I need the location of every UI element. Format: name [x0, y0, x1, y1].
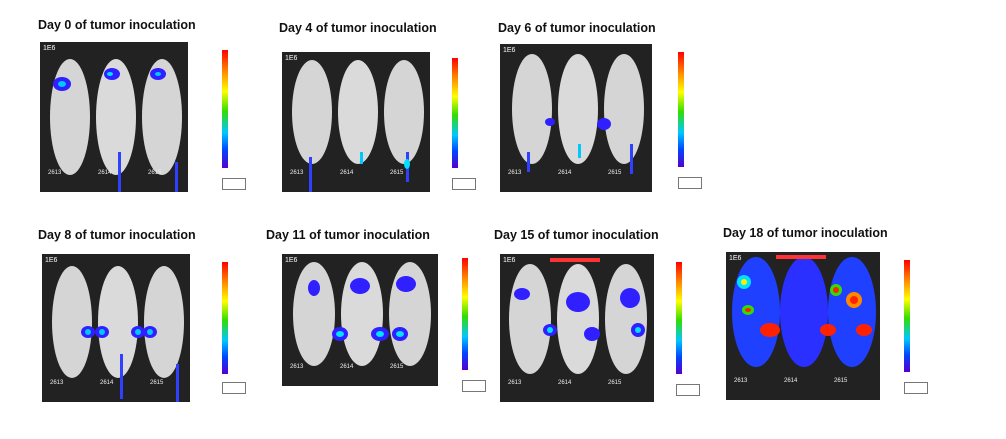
mouse-figure: [40, 42, 188, 192]
mouse-image: 1E6 2613 2614 2615: [500, 44, 652, 192]
color-scale-legend: [904, 382, 928, 394]
mouse-image: 1E6 2613 2614 2615: [726, 252, 880, 400]
mouse-image: 1E6 2613 2614 2615: [40, 42, 188, 192]
mouse-id: 2613: [48, 170, 62, 176]
mouse-image: 1E6 2613 2614 2615: [42, 254, 190, 402]
color-scale-bar: [222, 50, 228, 168]
mouse-id: 2615: [148, 170, 162, 176]
color-scale-bar: [676, 262, 682, 374]
color-scale-legend: [452, 178, 476, 190]
mouse-figure: [500, 44, 652, 192]
image-tag: 1E6: [503, 47, 516, 54]
mouse-id: 2615: [390, 170, 404, 176]
mouse-id: 2615: [150, 380, 164, 386]
mouse-id: 2613: [508, 170, 522, 176]
image-tag: 1E6: [285, 55, 298, 62]
mouse-id: 2614: [784, 378, 798, 384]
panel-title: Day 6 of tumor inoculation: [498, 21, 656, 35]
panel-title: Day 18 of tumor inoculation: [723, 226, 888, 240]
mouse-figure: [500, 254, 654, 402]
color-scale-legend: [676, 384, 700, 396]
mouse-id: 2614: [558, 170, 572, 176]
color-scale-bar: [678, 52, 684, 167]
mouse-id: 2615: [608, 380, 622, 386]
panel-title: Day 11 of tumor inoculation: [266, 228, 430, 242]
mouse-image: 1E6 2613 2614 2615: [282, 254, 438, 386]
panel-title: Day 0 of tumor inoculation: [38, 18, 196, 32]
color-scale-bar: [222, 262, 228, 374]
mouse-id: 2613: [508, 380, 522, 386]
mouse-id: 2613: [290, 170, 304, 176]
mouse-id: 2613: [734, 378, 748, 384]
mouse-figure: [282, 254, 438, 386]
color-scale-legend: [678, 177, 702, 189]
mouse-image: 1E6 2613 2614 2615: [500, 254, 654, 402]
image-tag: 1E6: [43, 45, 56, 52]
mouse-id: 2614: [340, 170, 354, 176]
color-scale-legend: [222, 382, 246, 394]
mouse-id: 2613: [290, 364, 304, 370]
mouse-figure: [42, 254, 190, 402]
color-scale-bar: [462, 258, 468, 370]
image-tag: 1E6: [285, 257, 298, 264]
mouse-figure: [282, 52, 430, 192]
image-tag: 1E6: [729, 255, 742, 262]
panel-title: Day 4 of tumor inoculation: [279, 21, 437, 35]
panel-title: Day 15 of tumor inoculation: [494, 228, 659, 242]
color-scale-bar: [452, 58, 458, 168]
mouse-image: 1E6 2613 2614 2615: [282, 52, 430, 192]
mouse-id: 2614: [558, 380, 572, 386]
mouse-id: 2615: [608, 170, 622, 176]
color-scale-bar: [904, 260, 910, 372]
color-scale-legend: [462, 380, 486, 392]
mouse-id: 2614: [340, 364, 354, 370]
image-tag: 1E6: [45, 257, 58, 264]
mouse-id: 2613: [50, 380, 64, 386]
mouse-figure: [726, 252, 880, 400]
mouse-id: 2614: [100, 380, 114, 386]
panel-title: Day 8 of tumor inoculation: [38, 228, 196, 242]
mouse-id: 2615: [834, 378, 848, 384]
color-scale-legend: [222, 178, 246, 190]
mouse-id: 2615: [390, 364, 404, 370]
mouse-id: 2614: [98, 170, 112, 176]
image-tag: 1E6: [503, 257, 516, 264]
